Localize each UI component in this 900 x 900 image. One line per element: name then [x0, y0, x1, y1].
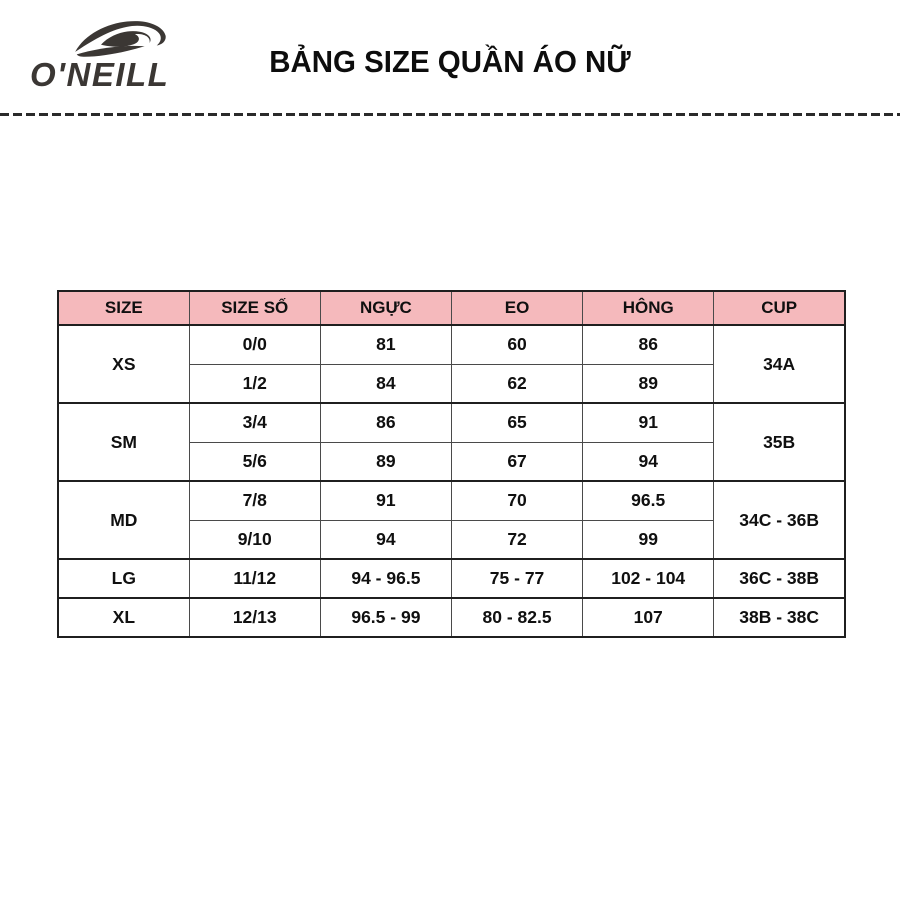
cup-cell: 34A: [713, 324, 846, 404]
size-so-cell: 5/6: [188, 441, 321, 482]
table-row: XL 12/13 96.5 - 99 80 - 82.5 107 38B - 3…: [57, 597, 846, 638]
oneill-logo: O'NEILL: [30, 18, 220, 96]
eo-cell: 67: [450, 441, 584, 482]
table-row: 5/6 89 67 94: [58, 441, 845, 482]
cup-cell: 34C - 36B: [713, 480, 846, 560]
cup-cell: 35B: [713, 402, 846, 482]
size-so-cell: 7/8: [188, 480, 321, 521]
nguc-cell: 81: [319, 324, 452, 365]
oneill-logo-wordmark: O'NEILL: [30, 56, 170, 93]
hong-cell: 94: [582, 441, 715, 482]
eo-cell: 80 - 82.5: [450, 597, 584, 638]
size-so-cell: 11/12: [188, 558, 321, 599]
table-row: LG 11/12 94 - 96.5 75 - 77 102 - 104 36C…: [57, 558, 846, 599]
eo-cell: 70: [450, 480, 584, 521]
dashed-divider: [0, 113, 900, 116]
eo-cell: 62: [450, 363, 584, 404]
size-so-cell: 12/13: [188, 597, 321, 638]
table-row: MD 7/8 91 70 96.5 34C - 36B: [57, 480, 846, 560]
table-row: SM 3/4 86 65 91 35B: [57, 402, 846, 482]
hong-cell: 86: [582, 324, 715, 365]
size-chart-header-row: SIZE SIZE SỐ NGỰC EO HÔNG CUP: [57, 290, 846, 326]
page-title: BẢNG SIZE QUẦN ÁO NỮ: [269, 44, 631, 79]
eo-cell: 65: [450, 402, 584, 443]
col-header-nguc: NGỰC: [319, 290, 452, 326]
eo-cell: 60: [450, 324, 584, 365]
col-header-size: SIZE: [57, 290, 190, 326]
size-so-cell: 3/4: [188, 402, 321, 443]
eo-cell: 75 - 77: [450, 558, 584, 599]
col-header-size-so: SIZE SỐ: [188, 290, 321, 326]
table-row: 9/10 94 72 99: [58, 519, 845, 560]
size-so-cell: 0/0: [188, 324, 321, 365]
size-group-cell: XL: [57, 597, 190, 638]
cup-cell: 38B - 38C: [713, 597, 846, 638]
size-chart-table: SIZE SIZE SỐ NGỰC EO HÔNG CUP XS 0/0 81 …: [57, 290, 846, 638]
oneill-wave-icon: [75, 21, 166, 57]
hong-cell: 91: [582, 402, 715, 443]
nguc-cell: 96.5 - 99: [319, 597, 452, 638]
col-header-eo: EO: [450, 290, 584, 326]
size-group-cell: MD: [57, 480, 190, 560]
col-header-cup: CUP: [713, 290, 846, 326]
size-group-cell: LG: [57, 558, 190, 599]
hong-cell: 102 - 104: [582, 558, 715, 599]
size-so-cell: 9/10: [188, 519, 321, 560]
hong-cell: 96.5: [582, 480, 715, 521]
nguc-cell: 89: [319, 441, 452, 482]
nguc-cell: 94 - 96.5: [319, 558, 452, 599]
nguc-cell: 94: [319, 519, 452, 560]
size-group-cell: SM: [57, 402, 190, 482]
table-row: XS 0/0 81 60 86 34A: [57, 324, 846, 404]
col-header-hong: HÔNG: [582, 290, 715, 326]
nguc-cell: 86: [319, 402, 452, 443]
hong-cell: 107: [582, 597, 715, 638]
hong-cell: 99: [582, 519, 715, 560]
nguc-cell: 84: [319, 363, 452, 404]
table-row: 1/2 84 62 89: [58, 363, 845, 404]
eo-cell: 72: [450, 519, 584, 560]
size-so-cell: 1/2: [188, 363, 321, 404]
size-group-cell: XS: [57, 324, 190, 404]
hong-cell: 89: [582, 363, 715, 404]
nguc-cell: 91: [319, 480, 452, 521]
cup-cell: 36C - 38B: [713, 558, 846, 599]
